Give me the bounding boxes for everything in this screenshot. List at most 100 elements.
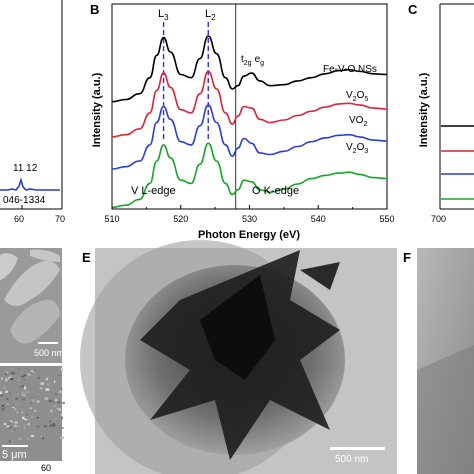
sem-grain <box>6 425 10 428</box>
sem-grain <box>14 422 17 426</box>
sem-grain <box>61 369 63 371</box>
sem-grain <box>30 370 34 373</box>
sem-grain <box>60 414 63 416</box>
sem-grain <box>28 432 30 435</box>
sem-grain <box>12 407 15 408</box>
sem-grain <box>22 397 26 401</box>
sem-grain <box>13 425 17 428</box>
sem-grain <box>18 377 20 379</box>
x-tick-label: 530 <box>242 214 257 224</box>
sem-grain <box>18 438 22 440</box>
sem-grain <box>23 379 26 381</box>
sem-grain <box>34 410 36 412</box>
sem-grain <box>22 385 24 388</box>
sem-grain <box>14 421 18 424</box>
sem-grain <box>61 416 63 420</box>
sem-grain <box>60 368 62 371</box>
sem-grain <box>24 418 28 421</box>
sem-grain <box>23 374 27 377</box>
sem-grain <box>30 409 32 411</box>
sem-grain <box>11 430 14 433</box>
sem-grain <box>44 397 49 400</box>
sem-grain <box>6 398 9 400</box>
sem-grain <box>59 427 64 429</box>
sem-grain <box>58 374 61 376</box>
panel-a-peak-label: 11 12 <box>13 163 38 174</box>
sem-grain <box>36 425 40 428</box>
sem-grain <box>52 401 55 403</box>
panel-f: F <box>403 248 474 474</box>
scalebar-line <box>330 447 385 450</box>
series-label-vo2: VO2 <box>349 115 367 128</box>
sem-grain <box>48 441 51 444</box>
peak-label-l2: L2 <box>205 8 216 22</box>
sem-grain <box>41 436 43 438</box>
panel-e: E 500 nm <box>80 240 397 474</box>
scalebar-e-label: 500 nm <box>335 454 368 465</box>
sem-grain <box>12 413 14 416</box>
sem-grain <box>14 417 17 420</box>
sem-grain <box>43 369 46 371</box>
sem-grain <box>30 371 33 374</box>
sem-grain <box>14 429 16 431</box>
y-axis-label: Intensity (a.u.) <box>91 72 103 147</box>
sem-grain <box>55 393 57 395</box>
scalebar-bottom-label: 5 μm <box>2 449 27 461</box>
sem-grain <box>54 421 56 424</box>
sem-grain <box>31 414 33 418</box>
sem-grain <box>9 377 14 381</box>
sem-grain <box>33 371 36 374</box>
edge-label-v: V L-edge <box>131 185 176 197</box>
sem-grain <box>58 390 63 393</box>
sem-grain <box>54 402 57 405</box>
scalebar-line <box>2 445 28 447</box>
sem-grain <box>9 420 13 423</box>
tem-dark-flake <box>200 275 275 380</box>
sem-grain <box>10 371 15 375</box>
sem-grain <box>30 401 32 405</box>
sem-grain <box>47 416 49 418</box>
sem-grain <box>46 407 49 410</box>
sem-grain <box>14 408 17 410</box>
sem-grain <box>40 382 44 385</box>
plot-frame <box>111 3 388 210</box>
sem-grain <box>17 368 20 371</box>
sem-grain <box>24 423 28 426</box>
sem-grain <box>36 416 39 419</box>
sem-grain <box>44 439 47 441</box>
sem-grain <box>32 399 35 402</box>
sem-grain <box>21 391 24 395</box>
sem-grain <box>36 393 40 395</box>
panel-a-tick-label: 60 <box>14 214 24 224</box>
panel-c: C Intensity (a.u.) 700 <box>408 2 474 224</box>
sem-grain <box>5 373 7 375</box>
sem-grain <box>31 373 35 376</box>
sem-grain <box>37 376 40 379</box>
tem-dark-flake <box>300 262 340 290</box>
sem-grain <box>15 397 18 400</box>
sem-grain <box>22 416 25 420</box>
sem-grain <box>61 401 65 404</box>
sem-grain <box>1 404 5 407</box>
panel-a-curve <box>0 177 60 191</box>
sem-grain <box>5 371 8 374</box>
panel-b-letter: B <box>90 2 99 17</box>
sem-grain <box>10 368 14 370</box>
scalebar-line <box>38 342 58 344</box>
sem-grain <box>19 413 21 416</box>
sem-grain <box>3 422 7 425</box>
sem-grain <box>21 375 25 378</box>
sem-grain <box>60 436 64 440</box>
sem-grain <box>45 388 50 391</box>
sem-grain <box>40 368 42 370</box>
sem-grain <box>51 423 55 426</box>
sem-grain <box>28 422 30 426</box>
sem-grain <box>61 387 63 391</box>
sem-grain <box>9 392 11 395</box>
sem-grain <box>42 436 44 440</box>
sem-grain <box>59 392 62 394</box>
panel-c-tick-label: 700 <box>431 214 446 224</box>
panel-a-tick-label: 70 <box>55 214 65 224</box>
series-label-v2o5: V2O5 <box>346 90 368 103</box>
